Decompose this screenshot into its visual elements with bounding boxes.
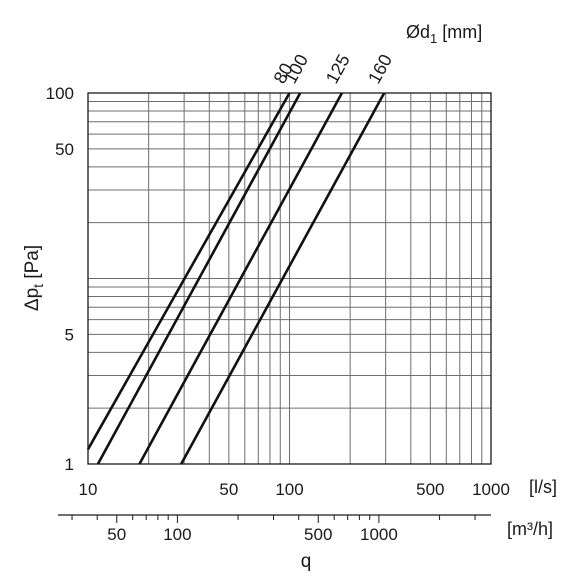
- x-tick-label: 100: [275, 480, 303, 499]
- x-tick-label: 10: [79, 480, 98, 499]
- series-label-125: 125: [322, 51, 354, 87]
- series-line-100: [96, 92, 302, 465]
- x2-tick-label: 500: [304, 525, 332, 544]
- x2-tick-label: 50: [107, 525, 126, 544]
- curves: [86, 92, 386, 465]
- series-line-80: [86, 92, 291, 450]
- grid: [88, 93, 491, 464]
- x-tick-label: 500: [416, 480, 444, 499]
- y-tick-label: 50: [55, 140, 74, 159]
- y-tick-label: 100: [46, 84, 74, 103]
- plot-frame: [87, 92, 492, 465]
- y-axis-label: Δpt [Pa]: [22, 245, 46, 311]
- x-axis-label: q: [301, 551, 312, 572]
- series-label-160: 160: [364, 51, 396, 87]
- x-unit-secondary: [m³/h]: [507, 519, 553, 539]
- x-tick-label: 50: [219, 480, 238, 499]
- x2-tick-label: 1000: [360, 525, 398, 544]
- x-tick-label: 1000: [472, 480, 510, 499]
- x2-tick-label: 100: [163, 525, 191, 544]
- series-line-160: [180, 92, 386, 465]
- y-tick-label: 1: [65, 455, 74, 474]
- series-line-125: [138, 92, 344, 465]
- y-tick-label: 5: [65, 325, 74, 344]
- x-unit-primary: [l/s]: [529, 477, 557, 497]
- series-header: Ød1 [mm]: [406, 22, 482, 46]
